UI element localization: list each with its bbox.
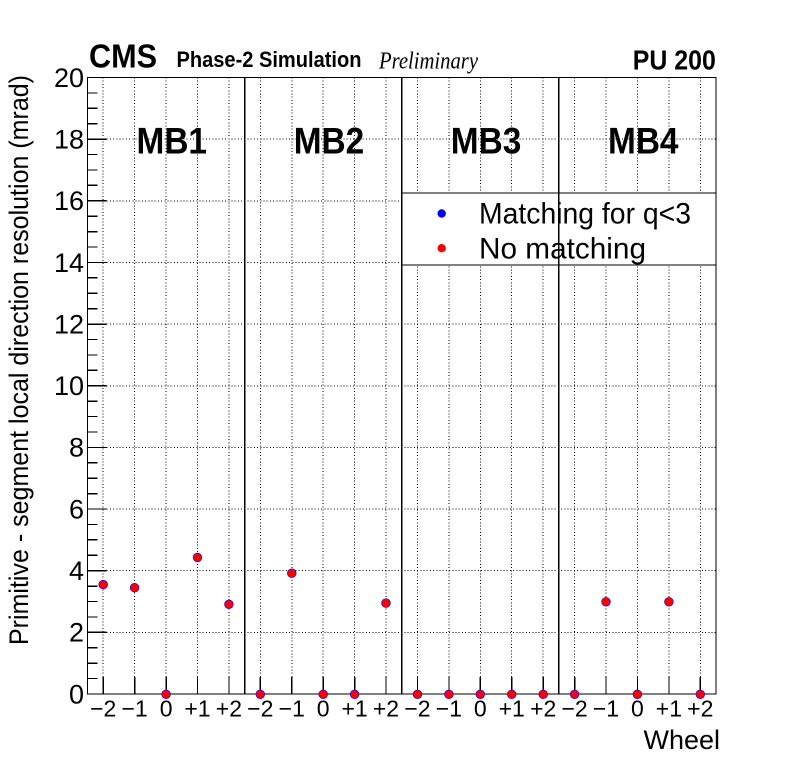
svg-text:Matching for q<3: Matching for q<3 [479, 198, 691, 231]
svg-text:18: 18 [54, 124, 84, 154]
svg-text:+1: +1 [341, 696, 367, 722]
svg-text:−2: −2 [404, 696, 430, 722]
svg-text:10: 10 [54, 371, 84, 401]
svg-text:CMS: CMS [89, 38, 157, 75]
svg-text:+1: +1 [499, 696, 525, 722]
svg-text:Phase-2 Simulation: Phase-2 Simulation [177, 47, 362, 72]
svg-text:Wheel: Wheel [643, 725, 720, 755]
svg-text:12: 12 [54, 309, 84, 339]
svg-text:+2: +2 [373, 696, 399, 722]
svg-text:+1: +1 [184, 696, 210, 722]
svg-text:+2: +2 [530, 696, 556, 722]
svg-text:+1: +1 [656, 696, 682, 722]
svg-text:+2: +2 [216, 696, 242, 722]
svg-text:0: 0 [317, 696, 330, 722]
svg-text:0: 0 [474, 696, 487, 722]
svg-text:MB1: MB1 [137, 121, 208, 162]
svg-text:4: 4 [69, 556, 84, 586]
svg-text:6: 6 [69, 494, 84, 524]
svg-text:MB4: MB4 [608, 121, 679, 162]
svg-text:−1: −1 [279, 696, 305, 722]
svg-text:MB2: MB2 [294, 121, 365, 162]
svg-text:Preliminary: Preliminary [378, 49, 478, 75]
svg-text:PU 200: PU 200 [633, 44, 716, 75]
svg-text:MB3: MB3 [451, 121, 522, 162]
svg-text:Primitive - segment local dire: Primitive - segment local direction reso… [4, 75, 34, 645]
svg-text:16: 16 [54, 186, 84, 216]
svg-text:14: 14 [54, 248, 84, 278]
svg-text:20: 20 [54, 63, 84, 93]
svg-text:2: 2 [69, 618, 84, 648]
svg-text:0: 0 [631, 696, 644, 722]
svg-text:−1: −1 [436, 696, 462, 722]
svg-text:0: 0 [69, 679, 84, 709]
svg-text:−2: −2 [90, 696, 116, 722]
svg-text:−2: −2 [247, 696, 273, 722]
svg-text:−2: −2 [561, 696, 587, 722]
svg-text:0: 0 [160, 696, 173, 722]
svg-text:+2: +2 [687, 696, 713, 722]
svg-text:No matching: No matching [479, 232, 646, 265]
svg-text:8: 8 [69, 433, 84, 463]
svg-text:−1: −1 [593, 696, 619, 722]
svg-text:−1: −1 [121, 696, 147, 722]
